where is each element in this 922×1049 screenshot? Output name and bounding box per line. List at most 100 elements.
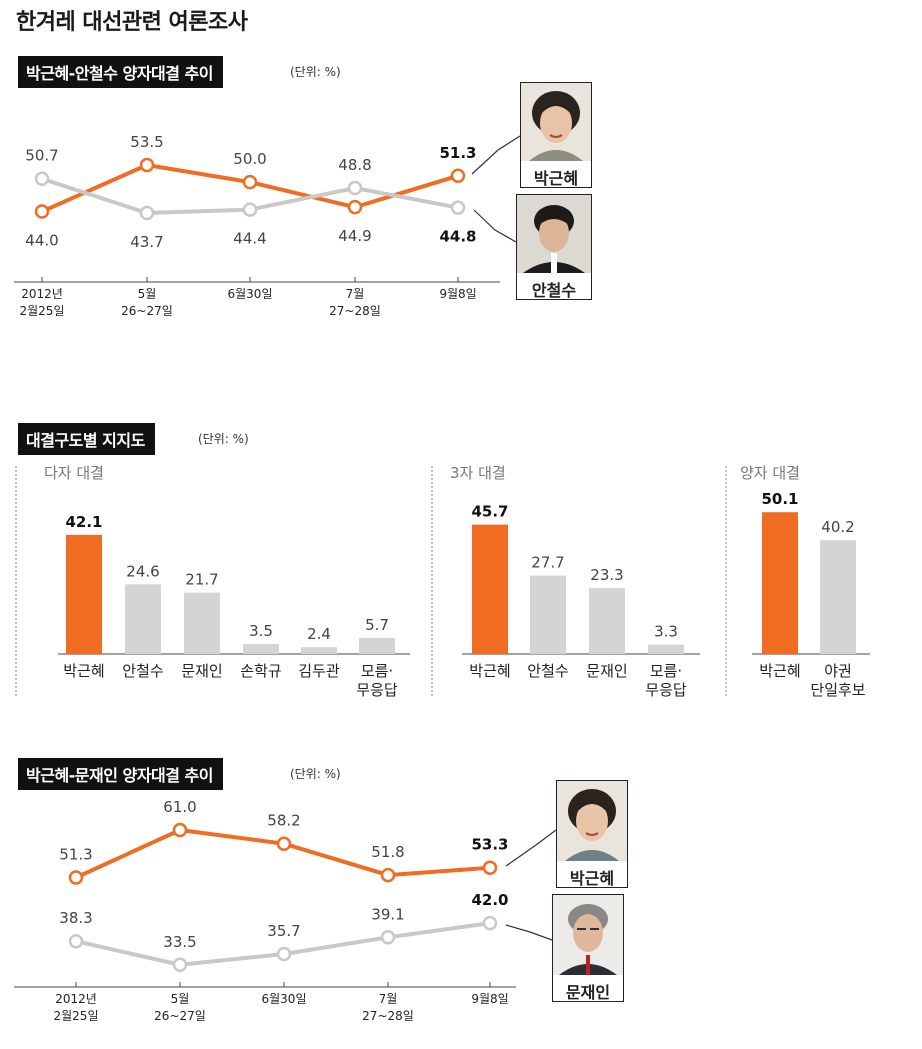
category-label: 무응답	[645, 681, 687, 699]
bar	[472, 524, 508, 654]
page-title: 한겨레 대선관련 여론조사	[16, 10, 248, 35]
data-label: 53.5	[130, 133, 163, 151]
chart1-unit: (단위: %)	[290, 65, 341, 79]
chart2-unit: (단위: %)	[198, 432, 249, 446]
data-label: 58.2	[267, 812, 300, 830]
bar	[359, 637, 395, 654]
group-label-three: 3자 대결	[450, 464, 506, 482]
data-label: 44.8	[439, 228, 476, 246]
data-label: 61.0	[163, 798, 196, 816]
data-label: 53.3	[471, 836, 508, 854]
portrait-name: 박근혜	[533, 169, 579, 188]
portrait-name: 박근혜	[569, 869, 615, 888]
bar	[243, 644, 279, 654]
data-label: 48.8	[338, 156, 371, 174]
bar-value-label: 3.5	[249, 622, 273, 640]
x-tick-label: 5월	[171, 992, 190, 1006]
data-point	[482, 860, 498, 875]
category-label: 야권	[824, 662, 852, 680]
data-label: 39.1	[371, 905, 404, 923]
category-label: 모름·	[361, 662, 393, 680]
bar	[648, 644, 684, 654]
category-label: 김두관	[298, 662, 340, 680]
x-tick-label: 2012년	[21, 287, 63, 301]
data-point	[450, 200, 466, 215]
data-point	[242, 174, 258, 190]
ahn-portrait-icon	[517, 195, 591, 273]
park-portrait-icon	[521, 83, 591, 161]
chart1-title: 박근혜-안철수 양자대결 추이	[18, 56, 223, 88]
portrait-ahn: 안철수	[516, 194, 592, 300]
data-point	[347, 199, 363, 215]
data-label: 33.5	[163, 933, 196, 951]
data-label: 51.8	[371, 843, 404, 861]
x-tick-label: 7월	[346, 287, 365, 301]
data-point	[242, 202, 258, 217]
callout-line	[505, 829, 557, 867]
data-label: 50.0	[233, 150, 266, 168]
category-label: 안철수	[527, 662, 568, 680]
data-point	[34, 204, 50, 219]
bar-value-label: 23.3	[590, 566, 623, 584]
portrait-moon: 문재인	[552, 894, 624, 1002]
portrait-park-1: 박근혜	[520, 82, 592, 188]
category-label: 문재인	[181, 662, 222, 680]
category-label: 박근혜	[469, 662, 510, 680]
callout-line	[471, 135, 521, 175]
category-label: 무응답	[356, 681, 398, 699]
moon-portrait-icon	[553, 895, 623, 975]
chart3-unit: (단위: %)	[290, 767, 341, 781]
bar	[530, 575, 566, 654]
portrait-name: 안철수	[531, 281, 577, 300]
data-point	[450, 168, 466, 184]
bar-value-label: 5.7	[365, 616, 389, 634]
data-point	[172, 822, 188, 838]
data-label: 44.0	[25, 232, 58, 250]
bar-value-label: 50.1	[761, 490, 798, 508]
x-tick-label: 2월25일	[54, 1009, 99, 1023]
group-label-multi: 다자 대결	[44, 464, 104, 482]
data-point	[380, 930, 396, 945]
data-label: 44.4	[233, 230, 266, 248]
category-label: 모름·	[650, 662, 682, 680]
category-label: 단일후보	[810, 681, 865, 699]
data-label: 44.9	[338, 227, 371, 245]
data-point	[276, 946, 292, 962]
x-tick-label: 9월8일	[439, 287, 476, 301]
callout-line	[473, 209, 517, 243]
category-label: 손학규	[240, 662, 281, 680]
x-tick-label: 26~27일	[154, 1009, 206, 1023]
data-point	[276, 836, 292, 851]
data-point	[68, 870, 84, 885]
data-label: 38.3	[59, 909, 92, 927]
data-point	[34, 171, 50, 186]
data-point	[347, 180, 363, 196]
bar	[762, 512, 798, 654]
x-tick-label: 9월8일	[471, 992, 508, 1006]
bar-value-label: 27.7	[531, 554, 564, 572]
bar-value-label: 2.4	[307, 625, 331, 643]
x-tick-label: 2월25일	[20, 304, 65, 318]
chart2-title: 대결구도별 지지도	[18, 423, 155, 455]
x-tick-label: 5월	[138, 287, 157, 301]
bar	[66, 534, 102, 654]
data-point	[139, 205, 155, 221]
portrait-park-2: 박근혜	[556, 780, 628, 888]
park-portrait-icon	[557, 781, 627, 861]
category-label: 문재인	[586, 662, 627, 680]
bar	[184, 592, 220, 654]
data-point	[139, 157, 155, 173]
x-tick-label: 2012년	[55, 992, 97, 1006]
bar	[301, 647, 337, 654]
bar-value-label: 21.7	[185, 571, 218, 589]
data-point	[380, 867, 396, 883]
data-label: 42.0	[471, 891, 508, 909]
portrait-name: 문재인	[565, 983, 611, 1002]
bar	[820, 540, 856, 654]
data-point	[482, 915, 498, 931]
x-tick-label: 6월30일	[228, 287, 273, 301]
x-tick-label: 27~28일	[362, 1009, 414, 1023]
